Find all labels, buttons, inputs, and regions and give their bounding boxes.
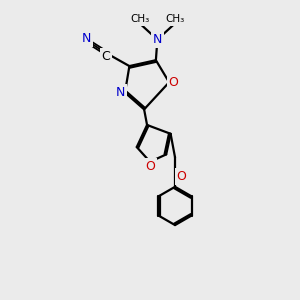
Text: N: N bbox=[116, 86, 125, 99]
Text: O: O bbox=[169, 76, 178, 89]
Text: N: N bbox=[82, 32, 92, 46]
Text: O: O bbox=[145, 160, 155, 173]
Text: C: C bbox=[101, 50, 110, 63]
Text: O: O bbox=[177, 170, 186, 183]
Text: CH₃: CH₃ bbox=[130, 14, 149, 24]
Text: CH₃: CH₃ bbox=[165, 14, 185, 24]
Text: N: N bbox=[153, 33, 162, 46]
